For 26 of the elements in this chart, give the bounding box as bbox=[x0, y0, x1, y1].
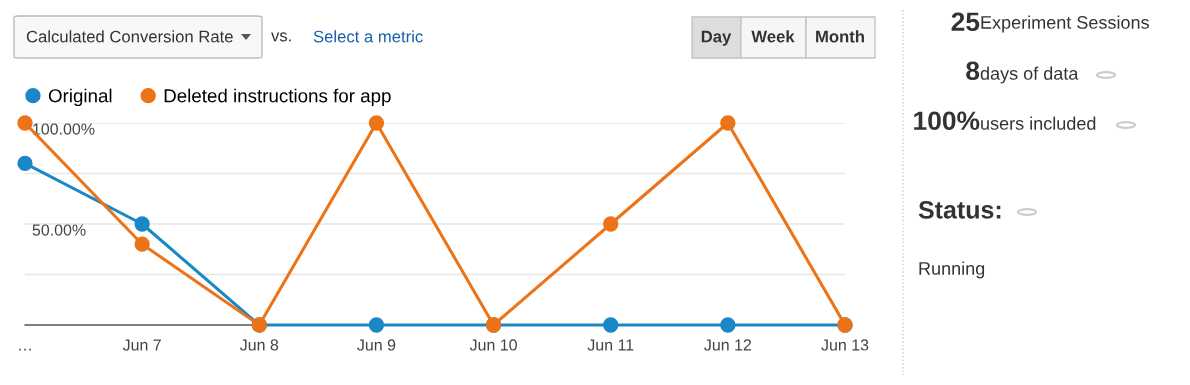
text: 8 bbox=[966, 61, 980, 81]
legend-label: Original bbox=[48, 88, 112, 107]
text: Select a metric bbox=[313, 30, 423, 43]
text: 25 bbox=[951, 12, 980, 32]
text: 100% bbox=[914, 111, 980, 131]
y-tick-label: 100.00% bbox=[33, 123, 95, 135]
text: Running bbox=[919, 261, 985, 279]
x-tick-label: Jun 9 bbox=[357, 339, 396, 351]
text: users included bbox=[981, 116, 1096, 130]
text: Status: bbox=[918, 201, 1001, 219]
x-tick-label: Jun 7 bbox=[122, 339, 161, 351]
x-tick-label: Jun 13 bbox=[821, 339, 869, 351]
text: Experiment Sessions bbox=[981, 15, 1149, 33]
legend-label: Deleted instructions for app bbox=[164, 88, 391, 107]
x-tick-label: Jun 10 bbox=[469, 339, 517, 351]
text: Month bbox=[816, 30, 864, 43]
y-tick-label: 50.00% bbox=[32, 224, 86, 236]
x-tick-label: Jun 12 bbox=[704, 339, 752, 351]
text: Week bbox=[751, 30, 795, 43]
text: Day bbox=[701, 30, 732, 46]
x-tick-label: Jun 8 bbox=[240, 339, 279, 351]
text: Calculated Conversion Rate bbox=[26, 30, 233, 43]
text: days of data bbox=[980, 66, 1079, 84]
x-tick-label: … bbox=[19, 348, 31, 351]
text: vs. bbox=[271, 32, 291, 42]
x-tick-label: Jun 11 bbox=[587, 339, 634, 351]
